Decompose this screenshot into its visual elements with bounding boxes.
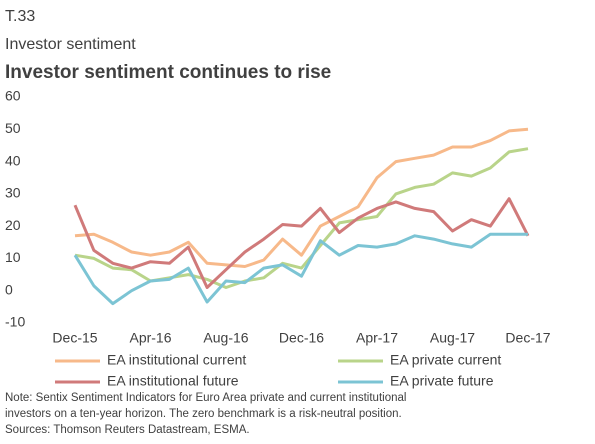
y-tick-label: 30 [5, 185, 21, 201]
note: Note: Sentix Sentiment Indicators for Eu… [5, 392, 406, 404]
x-tick-label: Aug-17 [430, 330, 475, 346]
chart-title: Investor sentiment continues to rise [5, 62, 331, 83]
y-tick-label: 0 [5, 281, 13, 297]
y-tick-label: 50 [5, 120, 21, 136]
y-tick-label: 10 [5, 249, 21, 265]
x-tick-label: Apr-16 [129, 330, 171, 346]
series-line [74, 147, 529, 289]
legend-label: EA private current [390, 352, 501, 368]
x-tick-label: Dec-17 [505, 330, 550, 346]
legend-label: EA institutional current [107, 352, 246, 368]
series-line [73, 232, 528, 306]
y-tick-label: 60 [5, 88, 21, 104]
y-tick-label: 20 [5, 217, 21, 233]
series-line [73, 197, 530, 289]
chart-subtitle: Investor sentiment [5, 36, 136, 53]
series-line [74, 127, 529, 268]
x-tick-label: Apr-17 [356, 330, 398, 346]
note: Sources: Thomson Reuters Datastream, ESM… [5, 424, 250, 436]
chart-label: T.33 [5, 8, 35, 25]
x-tick-label: Dec-15 [52, 330, 97, 346]
y-tick-label: 40 [5, 152, 21, 168]
x-tick-label: Dec-16 [279, 330, 324, 346]
y-tick-label: -10 [5, 314, 25, 330]
x-tick-label: Aug-16 [203, 330, 248, 346]
legend-label: EA private future [390, 373, 494, 389]
legend-label: EA institutional future [107, 373, 239, 389]
note: investors on a ten-year horizon. The zer… [5, 408, 402, 420]
